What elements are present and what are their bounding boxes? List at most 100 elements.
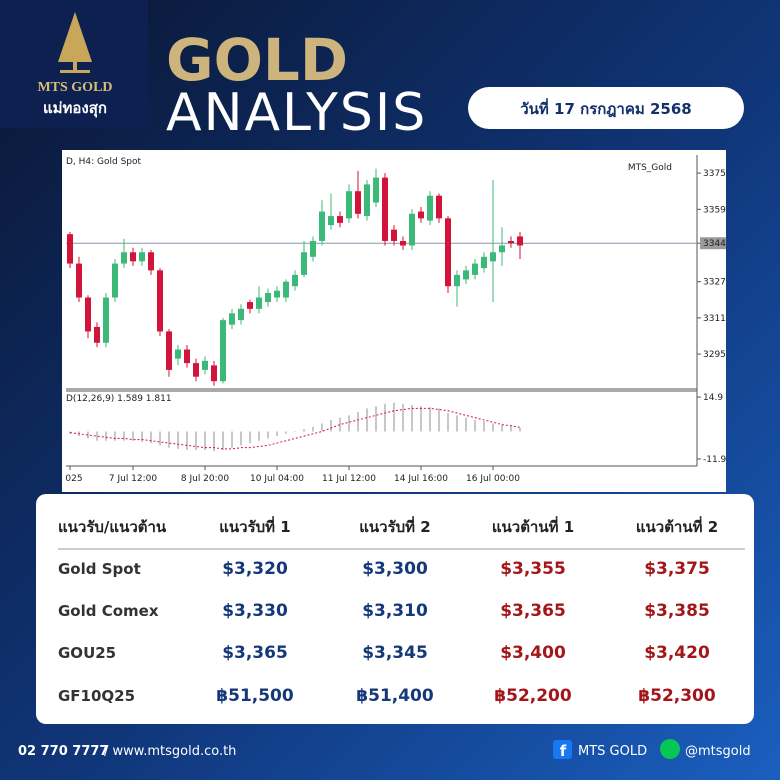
facebook-icon — [553, 740, 572, 759]
table-header: แนวต้านที่ 1 — [492, 516, 574, 536]
histogram-bar — [240, 431, 242, 446]
x-tick-label: 10 Jul 04:00 — [250, 474, 304, 484]
candle-body — [121, 252, 127, 264]
facebook-name: MTS GOLD — [578, 744, 647, 759]
y-tick-label: 3375 — [703, 169, 726, 179]
histogram-bar — [222, 431, 224, 450]
candle-body — [391, 229, 397, 241]
row-label: Gold Comex — [58, 602, 159, 620]
histogram-bar — [384, 403, 386, 432]
line-id: @mtsgold — [685, 744, 751, 759]
table-cell: $3,400 — [500, 643, 566, 663]
histogram-bar — [438, 408, 440, 432]
histogram-bar — [483, 421, 485, 432]
candle-body — [247, 302, 253, 309]
y-tick-label: 3327 — [703, 278, 726, 288]
logo-name: MTS GOLD — [37, 80, 112, 95]
candle-body — [148, 252, 154, 271]
table: แนวรับ/แนวต้าน แนวรับที่ 1 แนวรับที่ 2 แนวต… — [58, 516, 718, 706]
price-label-bg — [700, 237, 726, 250]
table-header: แนวรับ/แนวต้าน — [58, 518, 167, 536]
histogram-bar — [492, 423, 494, 432]
candle-body — [382, 177, 388, 241]
x-tick-label: 14 Jul 16:00 — [394, 474, 448, 484]
candle-body — [427, 195, 433, 221]
histogram-bar — [150, 431, 152, 444]
histogram-bar — [276, 431, 278, 437]
table-cell: $3,365 — [500, 601, 566, 621]
candle-body — [319, 211, 325, 241]
histogram-bar — [294, 431, 296, 433]
logo-thai: แม่ทองสุก — [43, 99, 107, 118]
candle-body — [229, 313, 235, 325]
table-header: แนวรับที่ 1 — [219, 516, 290, 536]
y-tick-label: -11.9 — [703, 455, 727, 465]
table-cell: $3,375 — [644, 559, 710, 579]
histogram-bar — [186, 431, 188, 450]
candle-body — [301, 252, 307, 275]
candle-body — [139, 252, 145, 262]
histogram-bar — [510, 426, 512, 432]
y-tick-label: 3344 — [703, 239, 726, 249]
candle-body — [310, 240, 316, 257]
candle-body — [265, 292, 271, 303]
histogram-bar — [411, 404, 413, 432]
histogram-bar — [177, 431, 179, 449]
watermark: MTS_Gold — [628, 163, 672, 173]
candle-body — [463, 270, 469, 280]
table-cell: $3,320 — [222, 559, 288, 579]
histogram-bar — [402, 403, 404, 432]
candle-body — [211, 365, 217, 382]
table-cell: ฿52,300 — [638, 686, 716, 706]
chart-panel — [62, 150, 726, 492]
candle-body — [346, 191, 352, 219]
histogram-bar — [465, 417, 467, 432]
chart-title: D, H4: Gold Spot — [66, 157, 142, 167]
y-tick-label: 3295 — [703, 350, 726, 360]
row-label: GOU25 — [58, 644, 116, 662]
row-label: Gold Spot — [58, 560, 141, 578]
candle-body — [400, 240, 406, 246]
y-tick-label: 3311 — [703, 314, 726, 324]
histogram-bar — [231, 431, 233, 448]
histogram-bar — [375, 406, 377, 432]
date-pill — [468, 87, 744, 129]
candle-body — [481, 256, 487, 269]
histogram-bar — [393, 402, 395, 432]
y-tick-label: 3359 — [703, 205, 726, 215]
table-cell: ฿51,400 — [356, 686, 434, 706]
candle-body — [337, 216, 343, 223]
candle-body — [256, 297, 262, 309]
histogram-bar — [168, 431, 170, 448]
table-cell: $3,385 — [644, 601, 710, 621]
indicator-title: D(12,26,9) 1.589 1.811 — [66, 394, 172, 404]
row-label: GF10Q25 — [58, 687, 135, 705]
histogram-bar — [312, 426, 314, 432]
histogram-bar — [195, 431, 197, 450]
candle-body — [490, 252, 496, 262]
histogram-bar — [114, 431, 116, 441]
candle-body — [157, 270, 163, 332]
histogram-bar — [303, 429, 305, 432]
title-analysis: ANALYSIS — [166, 83, 427, 143]
histogram-bar — [204, 431, 206, 450]
signal-line — [69, 407, 521, 450]
candle-body — [292, 274, 298, 287]
table-cell: $3,310 — [362, 601, 428, 621]
table-cell: ฿52,200 — [494, 686, 572, 706]
histogram-bar — [447, 413, 449, 432]
histogram-bar — [141, 431, 143, 442]
histogram-bar — [87, 431, 89, 439]
table-cell: $3,300 — [362, 559, 428, 579]
candle-body — [418, 211, 424, 219]
histogram-bar — [105, 431, 107, 441]
candle-body — [193, 363, 199, 377]
candle-body — [166, 331, 172, 370]
website: / www.mtsgold.co.th — [104, 744, 236, 759]
histogram-bar — [501, 424, 503, 432]
histogram-bar — [429, 407, 431, 432]
histogram-bar — [330, 419, 332, 432]
table-cell: $3,345 — [362, 643, 428, 663]
candle-body — [175, 349, 181, 359]
x-tick-label: 11 Jul 12:00 — [322, 474, 376, 484]
